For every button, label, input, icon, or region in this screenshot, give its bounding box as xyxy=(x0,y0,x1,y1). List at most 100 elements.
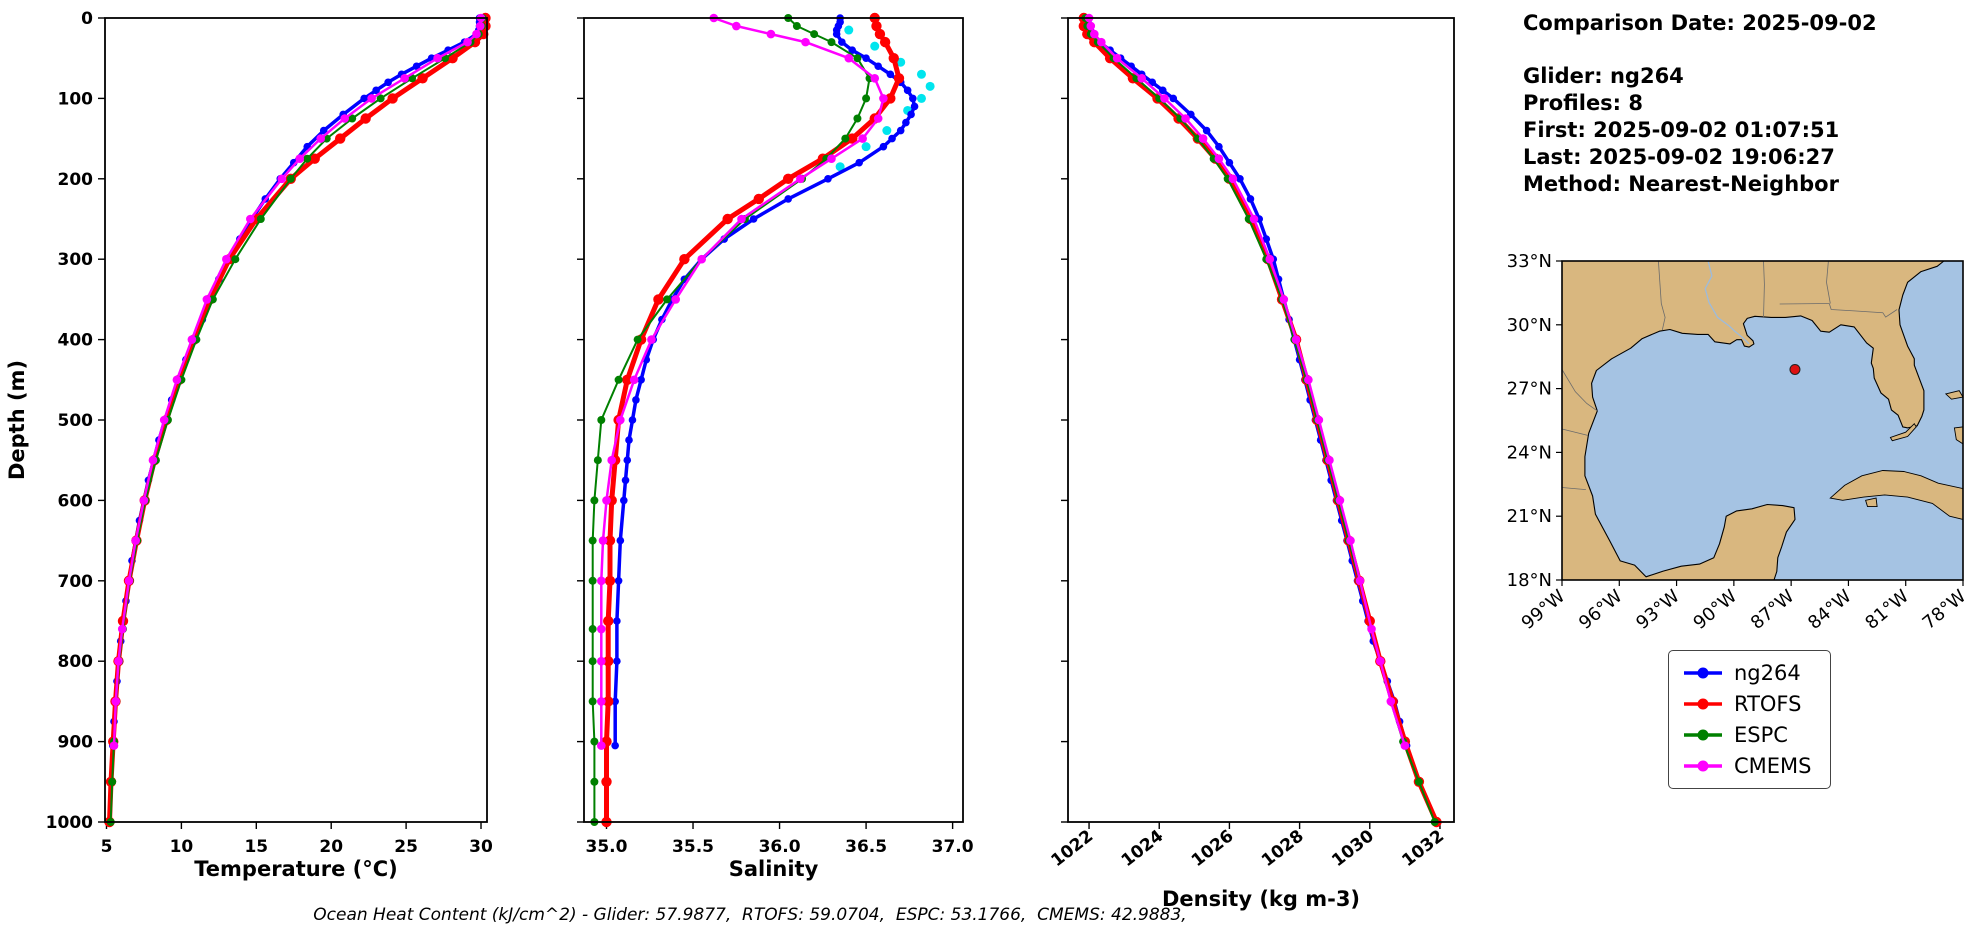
x-tick-label: 36.0 xyxy=(759,837,801,857)
series-CMEMS-marker xyxy=(295,154,305,163)
series-CMEMS-marker xyxy=(124,576,134,586)
series-ng264-marker xyxy=(611,697,619,706)
info-glider: Glider: ng264 xyxy=(1523,64,1684,88)
series-CMEMS-marker xyxy=(475,21,485,31)
x-axis-label: Temperature (°C) xyxy=(194,857,397,881)
series-CMEMS-marker xyxy=(597,656,606,666)
series-ng264-marker xyxy=(832,30,841,38)
info-profiles: Profiles: 8 xyxy=(1523,91,1644,115)
series-CMEMS-marker xyxy=(801,37,810,47)
legend-label: CMEMS xyxy=(1734,754,1812,778)
legend-item-ESPC: ESPC xyxy=(1681,723,1812,747)
series-CMEMS-marker xyxy=(222,254,231,264)
map-lon-label: 90°W xyxy=(1689,586,1741,630)
state-border xyxy=(1763,260,1765,319)
x-tick-label: 37.0 xyxy=(932,837,974,857)
series-ng264-marker xyxy=(1246,195,1255,203)
series-ng264-marker xyxy=(1225,158,1234,167)
series-CMEMS-marker xyxy=(1386,697,1396,706)
series-CMEMS-marker xyxy=(1355,576,1365,586)
series-ESPC-marker xyxy=(853,54,862,63)
series-ng264-marker xyxy=(614,577,623,585)
series-CMEMS-marker xyxy=(400,74,409,83)
legend-dot xyxy=(1697,667,1709,679)
series-CMEMS-marker xyxy=(433,53,442,63)
series-CMEMS-marker xyxy=(870,74,880,83)
series-ng264-marker xyxy=(625,436,633,444)
series-ng264-marker xyxy=(623,456,632,465)
y-tick-label: 400 xyxy=(58,331,94,351)
series-ESPC-marker xyxy=(614,375,623,384)
series-CMEMS-marker xyxy=(597,741,606,750)
series-CMEMS-marker xyxy=(187,335,197,344)
series-CMEMS-marker xyxy=(597,576,606,586)
series-ESPC-marker xyxy=(590,737,599,746)
state-border xyxy=(1779,303,1830,305)
legend-item-ng264: ng264 xyxy=(1681,661,1812,685)
series-ng264-marker xyxy=(784,195,793,203)
map-island xyxy=(1889,422,1917,442)
state-border xyxy=(1561,487,1586,490)
x-tick-label: 1028 xyxy=(1258,826,1308,871)
legend-line-marker-icon xyxy=(1684,760,1722,772)
series-ESPC-marker xyxy=(588,657,597,666)
series-CMEMS-marker xyxy=(671,295,681,304)
series-ESPC-marker xyxy=(792,22,801,31)
series-ng264-marker xyxy=(907,110,915,119)
series-ng264-marker xyxy=(412,62,421,71)
series-CMEMS-marker xyxy=(1112,53,1122,63)
gulf-of-mexico-map: 33°N 30°N 27°N 24°N 21°N 18°N99°W 96°W 93°W 90°W… xyxy=(1507,251,1971,630)
map-lat-label: 33°N xyxy=(1507,251,1552,272)
series-ng264-marker xyxy=(1158,86,1167,95)
series-CMEMS-marker xyxy=(647,335,656,344)
series-RTOFS-marker xyxy=(603,696,614,707)
series-CMEMS-marker xyxy=(1265,254,1275,264)
series-ng264-marker xyxy=(896,126,905,135)
map-lon-label: 78°W xyxy=(1919,586,1971,630)
series-CMEMS-line xyxy=(112,16,483,747)
series-RTOFS-marker xyxy=(879,36,891,48)
series-CMEMS-marker xyxy=(172,375,182,385)
series-CMEMS-marker xyxy=(1090,29,1099,39)
density-profile-chart: 1022 1024 1026 1028 1030 1032 Density (kg m-3) xyxy=(1048,12,1455,911)
series-CMEMS-marker xyxy=(858,134,867,143)
map-lat-label: 27°N xyxy=(1507,379,1552,400)
series-RTOFS-line xyxy=(1081,15,1439,825)
series-RTOFS-marker xyxy=(722,213,733,225)
series-ng264-marker xyxy=(1148,78,1157,87)
series-ng264-marker xyxy=(888,134,896,143)
series-ng264-marker xyxy=(384,78,392,87)
x-tick-label: 20 xyxy=(319,837,343,857)
series-ESPC-marker xyxy=(348,114,357,123)
series-CMEMS-marker xyxy=(1228,174,1238,184)
x-axis-label: Salinity xyxy=(729,857,819,881)
series-CMEMS-marker xyxy=(159,415,169,425)
series-CMEMS-marker xyxy=(873,114,883,123)
series-CMEMS-marker xyxy=(1314,415,1324,425)
series-ng264-line xyxy=(1087,16,1409,748)
series-CMEMS-line xyxy=(1087,16,1407,747)
cyan-scatter-point xyxy=(916,69,926,79)
series-ng264-marker xyxy=(1202,126,1211,135)
comparison-date: Comparison Date: 2025-09-02 xyxy=(1523,11,1877,35)
series-RTOFS-marker xyxy=(871,20,882,32)
map-lat-label: 18°N xyxy=(1507,570,1552,591)
series-CMEMS-marker xyxy=(844,53,854,63)
series-CMEMS-marker xyxy=(1279,295,1289,304)
y-axis-label: Depth (m) xyxy=(5,360,29,480)
legend-dot xyxy=(1697,729,1709,741)
series-ng264-marker xyxy=(879,142,888,151)
x-tick-label: 1030 xyxy=(1328,826,1378,871)
x-tick-label: 30 xyxy=(469,837,493,857)
series-CMEMS-marker xyxy=(597,697,606,706)
series-ESPC-marker xyxy=(208,295,217,304)
info-last-time: Last: 2025-09-02 19:06:27 xyxy=(1523,145,1835,169)
state-border xyxy=(1658,260,1666,331)
map-lon-label: 99°W xyxy=(1518,586,1570,630)
series-RTOFS-marker xyxy=(603,615,614,627)
series-ESPC-marker xyxy=(286,174,295,183)
y-tick-label: 200 xyxy=(58,170,94,190)
y-tick-label: 500 xyxy=(58,411,94,431)
map-land xyxy=(1562,261,1944,580)
